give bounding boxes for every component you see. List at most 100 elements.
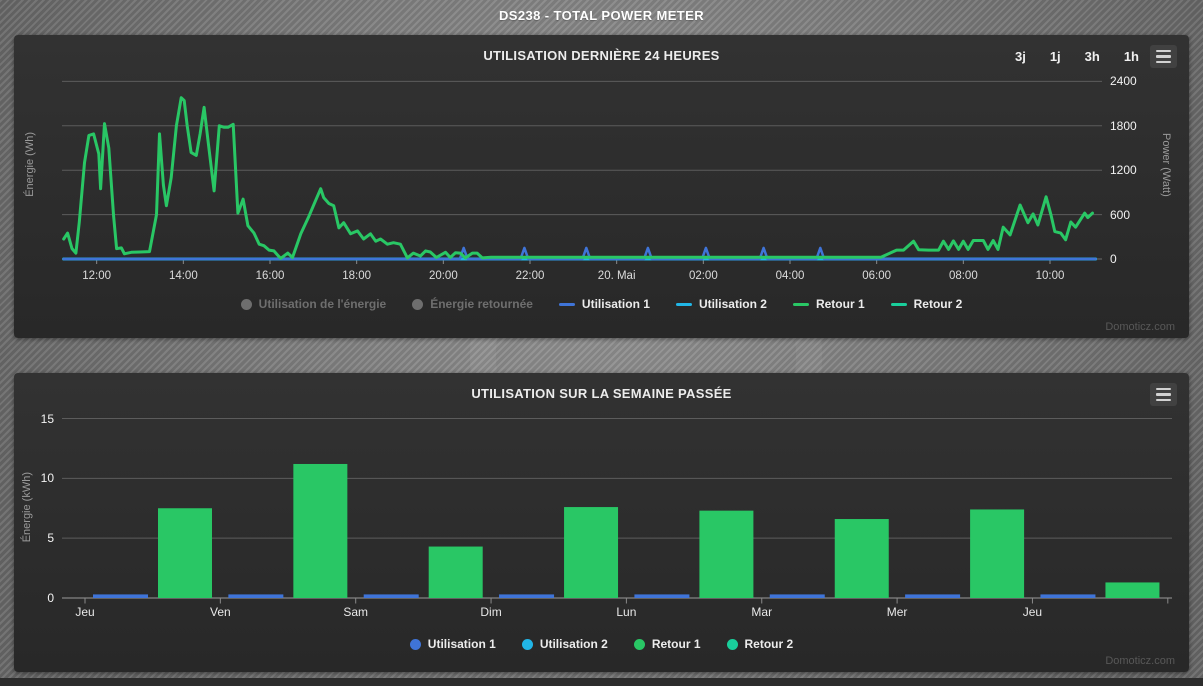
bar-retour-1-lun[interactable] <box>699 510 754 598</box>
chart1-x-tick-label: 20. Mai <box>597 270 636 282</box>
bar-retour-1-dim[interactable] <box>564 507 619 598</box>
chart2-x-category-label: Mer <box>886 605 908 619</box>
legend-item-utilisation-de-l-nergie[interactable]: Utilisation de l'énergie <box>240 297 387 311</box>
legend-item-retour-2[interactable]: Retour 2 <box>726 637 794 651</box>
bar-utilisation-1-jeu[interactable] <box>1040 594 1096 598</box>
legend-label: Utilisation 1 <box>581 297 650 311</box>
series-line-utilisation-1[interactable] <box>62 246 1097 261</box>
chart2-x-category-label: Ven <box>209 605 231 619</box>
bar-utilisation-1-jeu[interactable] <box>93 594 148 598</box>
series-line-retour-1[interactable] <box>62 96 1094 260</box>
legend-label: Retour 2 <box>913 297 963 311</box>
chart1-x-tick-label: 06:00 <box>862 270 892 282</box>
legend-item-retour-2[interactable]: Retour 2 <box>890 297 963 311</box>
bar-utilisation-1-sam[interactable] <box>363 594 419 598</box>
legend-circle-icon <box>633 638 645 650</box>
range-button-3h[interactable]: 3h <box>1084 49 1100 64</box>
chart1-y-tick-label: 0 <box>1110 252 1117 266</box>
legend-label: Utilisation 1 <box>427 637 496 651</box>
chart2-title: UTILISATION SUR LA SEMAINE PASSÉE <box>471 386 732 401</box>
bar-retour-1-ven[interactable] <box>293 463 348 598</box>
chart1-x-tick-label: 04:00 <box>775 270 805 282</box>
legend-item--nergie-retourn-e[interactable]: Énergie retournée <box>412 297 533 311</box>
range-button-1j[interactable]: 1j <box>1049 49 1061 64</box>
legend-item-utilisation-1[interactable]: Utilisation 1 <box>409 637 496 651</box>
page-title: DS238 - TOTAL POWER METER <box>498 7 705 23</box>
legend-circle-icon <box>521 638 533 650</box>
chart1-x-tick-label: 14:00 <box>168 270 198 282</box>
chart1-plot-area <box>62 80 1102 264</box>
legend-line-icon <box>675 302 692 306</box>
legend-circle-icon <box>409 638 421 650</box>
chart1-x-tick-label: 10:00 <box>1035 270 1065 282</box>
legend-label: Retour 2 <box>744 637 794 651</box>
legend-circle-icon <box>412 298 424 310</box>
chart2-x-category-label: Dim <box>480 605 502 619</box>
bar-retour-1-jeu[interactable] <box>158 508 212 598</box>
chart1-x-tick-label: 16:00 <box>255 270 285 282</box>
hamburger-icon <box>1156 49 1171 64</box>
chart1-y-tick-label: 600 <box>1110 207 1131 222</box>
chart1-title: UTILISATION DERNIÈRE 24 HEURES <box>483 48 720 63</box>
bar-utilisation-1-mar[interactable] <box>769 594 825 598</box>
chart2-y-axis-title: Énergie (kWh) <box>21 472 33 543</box>
legend-label: Utilisation de l'énergie <box>258 297 387 311</box>
chart1-x-tick-label: 12:00 <box>82 270 112 282</box>
bar-retour-1-mar[interactable] <box>834 519 889 598</box>
chart2-y-tick-label: 0 <box>47 591 54 605</box>
range-button-1h[interactable]: 1h <box>1123 49 1139 64</box>
bar-utilisation-1-lun[interactable] <box>634 594 690 598</box>
legend-label: Retour 1 <box>815 297 865 311</box>
chart2-y-tick-label: 5 <box>47 531 54 546</box>
chart1-x-tick-label: 20:00 <box>428 270 458 282</box>
legend-line-icon <box>792 302 809 306</box>
watermark: Domoticz.com <box>1105 321 1175 333</box>
bottom-panel-edge <box>0 678 1203 686</box>
legend-item-utilisation-2[interactable]: Utilisation 2 <box>521 637 608 651</box>
chart1-x-tick-label: 08:00 <box>948 270 978 282</box>
legend-circle-icon <box>726 638 738 650</box>
chart2-menu-button[interactable] <box>1150 383 1177 406</box>
legend-circle-icon <box>240 298 252 310</box>
chart1-x-tick-label: 18:00 <box>342 270 372 282</box>
chart2-x-category-label: Jeu <box>1022 605 1043 619</box>
bar-retour-1-jeu[interactable] <box>1105 582 1160 598</box>
hamburger-icon <box>1156 387 1171 402</box>
legend-label: Utilisation 2 <box>539 637 608 651</box>
chart1-y-tick-label: 2400 <box>1110 74 1137 89</box>
chart2-plot-area <box>62 418 1172 604</box>
bar-utilisation-1-ven[interactable] <box>228 594 284 598</box>
bar-retour-1-sam[interactable] <box>428 546 483 598</box>
chart1-menu-button[interactable] <box>1150 45 1177 68</box>
chart2-x-category-label: Mar <box>751 605 773 619</box>
chart-panel-last-24h: UTILISATION DERNIÈRE 24 HEURES 3j 1j 3h 1h … <box>14 35 1189 338</box>
chart2-y-tick-label: 10 <box>40 471 54 486</box>
legend-label: Énergie retournée <box>430 297 533 311</box>
chart1-x-tick-label: 22:00 <box>515 270 545 282</box>
chart1-y-left-axis-title: Énergie (Wh) <box>24 132 36 197</box>
bar-utilisation-1-dim[interactable] <box>499 594 555 598</box>
legend-item-retour-1[interactable]: Retour 1 <box>633 637 701 651</box>
legend-line-icon <box>558 302 575 306</box>
chart1-y-tick-label: 1200 <box>1110 163 1137 178</box>
bar-retour-1-mer[interactable] <box>970 509 1025 598</box>
legend-item-utilisation-2[interactable]: Utilisation 2 <box>675 297 767 311</box>
chart1-y-tick-label: 1800 <box>1110 118 1137 133</box>
chart1-x-tick-label: 02:00 <box>688 270 718 282</box>
legend-item-utilisation-1[interactable]: Utilisation 1 <box>558 297 650 311</box>
legend-label: Utilisation 2 <box>698 297 767 311</box>
chart1-y-right-axis-title: Power (Watt) <box>1160 132 1172 197</box>
bar-utilisation-1-mer[interactable] <box>905 594 961 598</box>
chart2-x-category-label: Sam <box>343 605 369 619</box>
watermark: Domoticz.com <box>1105 655 1175 667</box>
chart2-y-tick-label: 15 <box>40 411 54 426</box>
chart2-x-category-label: Lun <box>616 605 637 619</box>
chart2-x-category-label: Jeu <box>75 605 95 619</box>
legend-item-retour-1[interactable]: Retour 1 <box>792 297 865 311</box>
legend-label: Retour 1 <box>651 637 701 651</box>
page-header: DS238 - TOTAL POWER METER <box>0 0 1203 30</box>
legend-line-icon <box>890 302 907 306</box>
chart-panel-past-week: UTILISATION SUR LA SEMAINE PASSÉE Énergi… <box>14 373 1189 672</box>
range-button-3j[interactable]: 3j <box>1014 49 1026 64</box>
chart2-legend: Utilisation 1 Utilisation 2 Retour 1 Retour… <box>14 637 1189 651</box>
